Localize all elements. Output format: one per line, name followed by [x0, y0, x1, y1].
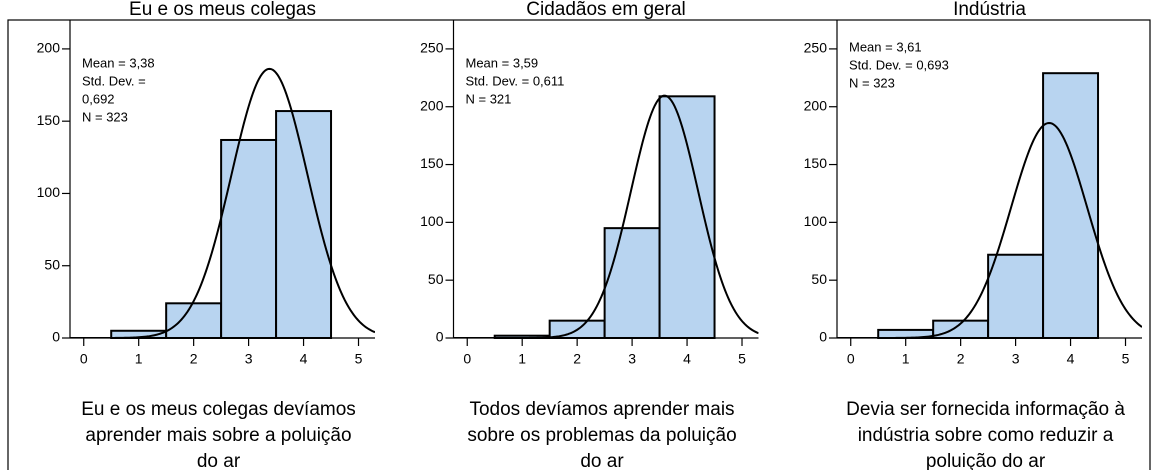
x-tick-label: 1: [902, 351, 910, 367]
stats-note: Std. Dev. = 0,611: [466, 73, 565, 88]
x-tick-label: 4: [683, 351, 691, 367]
x-axis-label: sobre os problemas da poluição: [467, 425, 736, 446]
stats-note: 0,692: [82, 91, 115, 106]
x-tick-label: 3: [245, 351, 253, 367]
panel-title: Indústria: [953, 0, 1026, 20]
x-tick-label: 0: [80, 351, 88, 367]
panel-title: Cidadãos em geral: [526, 0, 685, 20]
x-tick-label: 0: [847, 351, 855, 367]
stats-note: Std. Dev. =: [82, 73, 146, 88]
y-tick-label: 0: [436, 329, 444, 345]
y-tick-label: 0: [52, 329, 60, 345]
y-tick-label: 100: [420, 213, 444, 229]
y-tick-label: 50: [428, 271, 444, 287]
x-tick-label: 5: [1122, 351, 1130, 367]
stats-note: Std. Dev. = 0,693: [849, 57, 949, 72]
x-tick-label: 5: [738, 351, 746, 367]
x-tick-label: 5: [355, 351, 363, 367]
panel-title: Eu e os meus colegas: [129, 0, 316, 20]
x-tick-label: 4: [300, 351, 308, 367]
x-tick-label: 1: [135, 351, 143, 367]
x-axis-label: indústria sobre como reduzir a: [858, 425, 1114, 446]
y-tick-label: 100: [37, 184, 61, 200]
y-tick-label: 150: [37, 112, 61, 128]
x-tick-label: 3: [1012, 351, 1020, 367]
bar: [1042, 72, 1100, 340]
bar: [275, 110, 333, 340]
y-tick-label: 200: [804, 97, 828, 113]
x-axis-label: Devia ser fornecida informação à: [846, 399, 1125, 420]
y-tick-label: 250: [420, 40, 444, 56]
x-axis-label: do ar: [580, 451, 624, 470]
y-tick-label: 100: [804, 213, 828, 229]
x-tick-label: 3: [628, 351, 636, 367]
y-tick-label: 150: [804, 155, 828, 171]
x-tick-label: 4: [1067, 351, 1075, 367]
stats-note: Mean = 3,61: [849, 39, 922, 54]
x-tick-label: 2: [957, 351, 965, 367]
stats-note: Mean = 3,59: [466, 55, 539, 70]
x-tick-label: 2: [190, 351, 198, 367]
stats-note: Mean = 3,38: [82, 55, 155, 70]
bar: [987, 253, 1045, 339]
stats-note: N = 323: [82, 109, 128, 124]
y-tick-label: 200: [420, 97, 444, 113]
y-tick-label: 200: [37, 40, 61, 56]
frame: [7, 19, 1151, 470]
bar: [220, 138, 278, 339]
x-axis-label: do ar: [197, 451, 241, 470]
stats-note: N = 323: [849, 75, 895, 90]
y-tick-label: 50: [811, 271, 827, 287]
stats-note: N = 321: [466, 91, 512, 106]
y-tick-label: 50: [44, 256, 60, 272]
x-axis-label: Todos devíamos aprender mais: [469, 399, 734, 420]
normal-curve: [453, 94, 759, 338]
x-axis-label: poluição do ar: [926, 451, 1046, 470]
x-tick-label: 1: [518, 351, 526, 367]
x-axis-label: aprender mais sobre a poluição: [85, 425, 351, 446]
x-axis-label: Eu e os meus colegas devíamos: [81, 399, 356, 420]
bar: [658, 95, 716, 339]
bar: [603, 227, 661, 340]
y-tick-label: 0: [819, 329, 827, 345]
x-tick-label: 2: [573, 351, 581, 367]
x-tick-label: 0: [463, 351, 471, 367]
y-tick-label: 150: [420, 155, 444, 171]
bar: [165, 302, 223, 339]
y-tick-label: 250: [804, 40, 828, 56]
